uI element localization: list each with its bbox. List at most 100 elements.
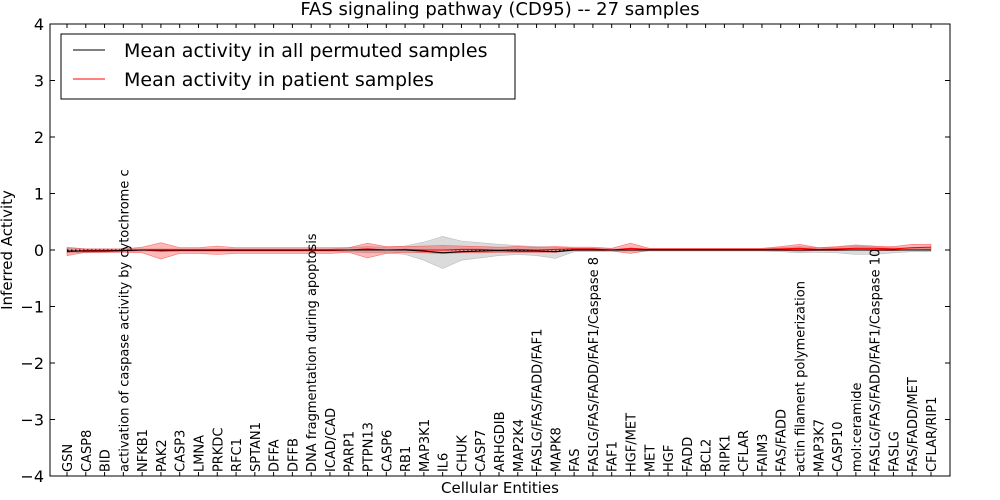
y-tick-label: −1: [20, 298, 44, 317]
point-permuted: [217, 249, 219, 251]
point-patient: [911, 247, 913, 249]
point-patient: [479, 249, 481, 251]
x-tick-label: FASLG/FAS/FADD/FAF1/Caspase 8: [587, 257, 602, 472]
point-permuted: [423, 250, 425, 252]
point-permuted: [479, 250, 481, 252]
point-permuted: [836, 249, 838, 251]
x-tick-label: FASLG/FAS/FADD/FAF1/Caspase 10: [869, 249, 884, 472]
x-tick-label: MAP2K4: [512, 419, 527, 472]
x-tick-label: RFC1: [230, 438, 245, 472]
point-patient: [555, 249, 557, 251]
x-tick-label: SPTAN1: [249, 422, 264, 472]
point-patient: [442, 249, 444, 251]
point-patient: [799, 248, 801, 250]
point-permuted: [649, 249, 651, 251]
point-permuted: [855, 249, 857, 251]
point-patient: [461, 249, 463, 251]
x-tick-label: FAS/FADD/MET: [906, 377, 921, 472]
x-tick-label: LMNA: [193, 435, 208, 472]
x-tick-label: PTPN13: [362, 422, 377, 472]
point-permuted: [498, 250, 500, 252]
x-tick-label: IL6: [437, 453, 452, 472]
point-permuted: [611, 249, 613, 251]
point-permuted: [761, 249, 763, 251]
x-tick-label: MAP3K7: [812, 419, 827, 472]
x-tick-label: DNA fragmentation during apoptosis: [305, 233, 320, 472]
legend-label-permuted: Mean activity in all permuted samples: [124, 40, 487, 62]
x-tick-label: HGF/MET: [625, 413, 640, 472]
series-line-permuted: [67, 249, 931, 254]
x-tick-label: RIPK1: [718, 434, 733, 472]
y-tick-label: 4: [34, 15, 44, 34]
x-tick-label: PRKDC: [211, 428, 226, 472]
point-permuted: [517, 250, 519, 252]
point-permuted: [386, 249, 388, 251]
point-permuted: [141, 249, 143, 251]
point-permuted: [742, 249, 744, 251]
y-tick-label: −2: [20, 354, 44, 373]
x-tick-label: MAPK8: [549, 427, 564, 472]
x-tick-label: PARP1: [343, 431, 358, 472]
point-permuted: [799, 249, 801, 251]
point-permuted: [66, 250, 68, 252]
x-tick-label: CASP8: [80, 430, 95, 472]
legend: Mean activity in all permuted samples Me…: [60, 33, 516, 100]
point-permuted: [930, 249, 932, 251]
x-tick-label: FAS: [568, 449, 583, 472]
x-tick-label: NFKB1: [136, 429, 151, 472]
x-tick-label: CASP3: [174, 430, 189, 472]
x-tick-label: actin filament polymerization: [794, 281, 809, 472]
point-permuted: [780, 249, 782, 251]
y-tick-label: −4: [20, 467, 44, 486]
y-tick-label: 1: [34, 185, 44, 204]
point-patient: [930, 246, 932, 248]
x-tick-label: PAK2: [155, 439, 170, 472]
point-permuted: [893, 249, 895, 251]
point-permuted: [555, 251, 557, 253]
point-permuted: [442, 252, 444, 254]
point-permuted: [911, 249, 913, 251]
x-tick-label: CASP10: [831, 421, 846, 472]
point-permuted: [404, 249, 406, 251]
point-patient: [517, 249, 519, 251]
point-permuted: [573, 249, 575, 251]
x-tick-label: ARHGDIB: [493, 411, 508, 472]
point-permuted: [160, 249, 162, 251]
x-tick-label: CASP7: [474, 430, 489, 472]
point-permuted: [367, 249, 369, 251]
point-patient: [855, 248, 857, 250]
point-permuted: [273, 249, 275, 251]
x-tick-label: GSN: [61, 444, 76, 472]
y-tick-label: 2: [34, 128, 44, 147]
point-permuted: [254, 249, 256, 251]
point-permuted: [724, 249, 726, 251]
x-tick-label: FAS/FADD: [775, 409, 790, 472]
point-permuted: [592, 249, 594, 251]
y-tick-label: 0: [34, 241, 44, 260]
x-tick-label: activation of caspase activity by cytoch…: [117, 169, 132, 472]
point-permuted: [235, 249, 237, 251]
point-permuted: [348, 249, 350, 251]
x-tick-label: FASLG: [887, 431, 902, 472]
x-tick-label: BCL2: [700, 439, 715, 472]
y-axis-label: Inferred Activity: [0, 190, 16, 310]
x-tick-label: BID: [99, 449, 114, 472]
x-tick-label: FASLG/FAS/FADD/FAF1: [531, 329, 546, 472]
x-tick-label: ICAD/CAD: [324, 408, 339, 472]
x-tick-label: CFLAR: [737, 430, 752, 472]
x-tick-label: FAIM3: [756, 434, 771, 473]
series-line-patient: [66, 246, 932, 253]
x-tick-label: MET: [643, 445, 658, 472]
x-tick-label: mol:ceramide: [850, 382, 865, 472]
y-tick-label: −3: [20, 411, 44, 430]
x-tick-label: RB1: [399, 446, 414, 472]
x-tick-label: CFLAR/RIP1: [925, 397, 940, 472]
x-tick-label: MAP3K1: [418, 419, 433, 472]
point-permuted: [104, 250, 106, 252]
legend-box: [60, 33, 516, 100]
point-permuted: [818, 249, 820, 251]
point-permuted: [630, 249, 632, 251]
point-permuted: [686, 249, 688, 251]
x-tick-label: DFFA: [268, 439, 283, 472]
